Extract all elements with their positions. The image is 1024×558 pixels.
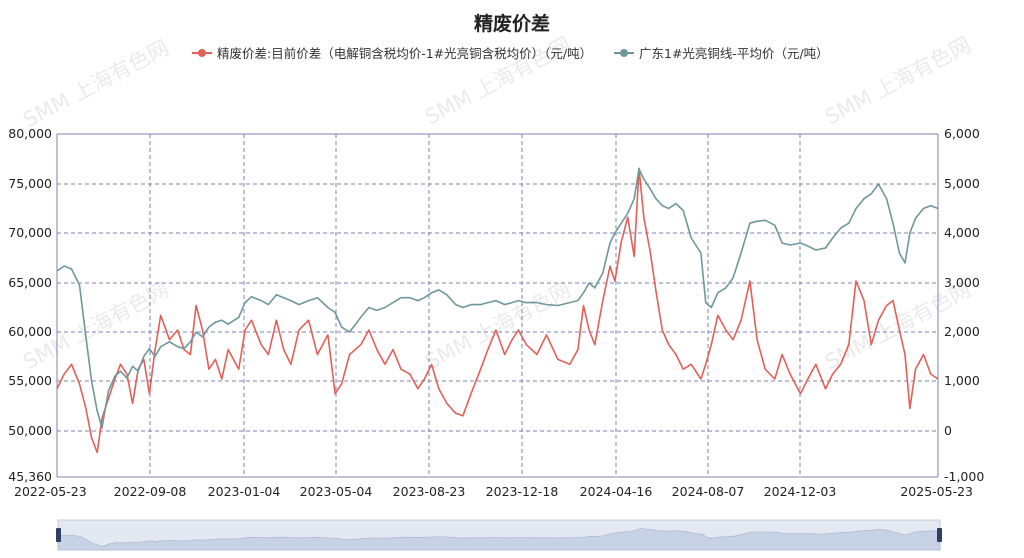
grid	[56, 133, 939, 478]
legend-marker-copper-wire	[620, 49, 628, 57]
legend-marker-spread	[198, 49, 206, 57]
y-left-tick-label: 70,000	[8, 225, 52, 240]
y-left-tick-label: 60,000	[8, 324, 52, 339]
legend-item-spread[interactable]: 精废价差:目前价差（电解铜含税均价-1#光亮铜含税均价）（元/吨）	[192, 46, 592, 61]
y-left-tick-label: 50,000	[8, 423, 52, 438]
x-tick-label: 2023-08-23	[393, 484, 466, 499]
x-tick-label: 2023-05-04	[300, 484, 373, 499]
legend-label-copper-wire: 广东1#光亮铜线-平均价（元/吨）	[639, 46, 829, 61]
watermark-text: SMM 上海有色网	[19, 36, 173, 133]
y-left-tick-label: 80,000	[8, 126, 52, 141]
series-line-spread	[56, 167, 939, 454]
x-tick-label: 2023-01-04	[208, 484, 281, 499]
y-right-tick-label: 2,000	[944, 324, 980, 339]
y-right-tick-label: 1,000	[944, 373, 980, 388]
y-right-tick-label: 4,000	[944, 225, 980, 240]
chart-title: 精废价差	[474, 12, 550, 35]
x-tick-label: 2025-05-23	[900, 484, 973, 499]
y-right-tick-label: -1,000	[944, 469, 984, 484]
watermark-text: SMM 上海有色网	[821, 33, 975, 130]
y-left-tick-label: 55,000	[8, 373, 52, 388]
datazoom-preview	[57, 527, 941, 551]
x-tick-label: 2022-09-08	[114, 484, 187, 499]
axes: 80,000 75,000 70,000 65,000 60,000 55,000 50,0…	[8, 126, 984, 499]
datazoom-handle-left[interactable]	[56, 528, 61, 542]
watermark-text: SMM 上海有色网	[421, 278, 575, 375]
x-tick-label: 2023-12-18	[486, 484, 559, 499]
legend-item-copper-wire[interactable]: 广东1#光亮铜线-平均价（元/吨）	[614, 46, 829, 61]
x-tick-label: 2024-04-16	[580, 484, 653, 499]
y-right-tick-label: 6,000	[944, 126, 980, 141]
y-right-tick-label: 5,000	[944, 176, 980, 191]
x-tick-label: 2024-08-07	[672, 484, 745, 499]
legend: 精废价差:目前价差（电解铜含税均价-1#光亮铜含税均价）（元/吨） 广东1#光亮…	[192, 46, 829, 61]
plot-area	[56, 167, 939, 454]
x-tick-label: 2024-12-03	[764, 484, 837, 499]
y-right-tick-label: 0	[944, 423, 952, 438]
y-right-tick-label: 3,000	[944, 275, 980, 290]
watermark-group: SMM 上海有色网 SMM 上海有色网 SMM 上海有色网 SMM 上海有色网 …	[19, 33, 975, 375]
series-line-copper-wire	[56, 168, 939, 429]
y-left-tick-label: 75,000	[8, 176, 52, 191]
y-left-tick-label: 65,000	[8, 275, 52, 290]
datazoom-handle-right[interactable]	[937, 528, 942, 542]
y-left-tick-label: 45,360	[8, 469, 52, 484]
x-tick-label: 2022-05-23	[14, 484, 87, 499]
legend-label-spread: 精废价差:目前价差（电解铜含税均价-1#光亮铜含税均价）（元/吨）	[217, 46, 592, 61]
datazoom-slider[interactable]	[56, 519, 942, 551]
